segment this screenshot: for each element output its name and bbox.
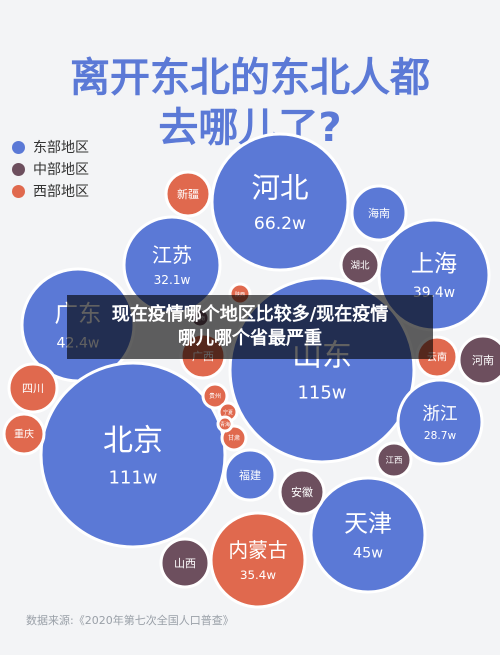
bubble-circle-15	[7, 362, 59, 414]
bubble-circle-24	[216, 415, 234, 433]
bubble-name-0: 河北	[251, 171, 308, 205]
overlay-line2: 哪儿哪个省最严重	[178, 328, 322, 349]
bubble-11: 新疆	[164, 170, 212, 218]
bubble-name-5: 北京	[103, 424, 163, 459]
bubble-name-10: 福建	[239, 468, 261, 482]
bubble-19: 安徽	[278, 468, 326, 516]
bubble-8: 内蒙古 35.4w	[209, 511, 307, 609]
bubble-value-7: 45w	[353, 546, 383, 562]
bubble-value-4: 115w	[297, 383, 346, 404]
bubble-0: 河北 66.2w	[210, 132, 350, 272]
bubble-18: 江西	[375, 441, 413, 479]
bubble-circle-9	[350, 184, 408, 242]
bubble-value-1: 32.1w	[154, 273, 191, 287]
bubble-name-13: 河南	[472, 354, 494, 367]
bubble-circle-13	[457, 334, 500, 386]
legend-item-central: 中部地区	[12, 158, 89, 180]
bubble-name-23: 甘肃	[228, 434, 240, 442]
bubble-name-24: 青海	[220, 421, 230, 428]
bubble-circle-21	[201, 382, 229, 410]
bubble-15: 四川	[7, 362, 59, 414]
bubble-circle-16	[2, 412, 46, 456]
bubble-name-6: 浙江	[422, 403, 457, 424]
bubble-name-1: 江苏	[152, 243, 192, 267]
bubble-circle-7	[309, 476, 427, 594]
bubble-6: 浙江 28.7w	[396, 378, 484, 466]
bubble-circle-11	[164, 170, 212, 218]
bubble-name-12: 湖北	[350, 260, 370, 271]
bubble-circle-10	[223, 448, 277, 502]
bubble-name-20: 山西	[174, 557, 196, 570]
legend-label-central: 中部地区	[33, 162, 89, 178]
bubble-7: 天津 45w	[309, 476, 427, 594]
bubble-name-3: 上海	[411, 252, 457, 278]
bubble-name-9: 海南	[368, 206, 390, 220]
legend-swatch-east	[12, 140, 25, 154]
bubble-circle-8	[209, 511, 307, 609]
legend-swatch-central	[12, 162, 25, 176]
bubble-5: 北京 111w	[39, 361, 227, 549]
bubble-name-16: 重庆	[14, 428, 34, 441]
overlay-line1: 现在疫情哪个地区比较多/现在疫情	[111, 304, 389, 325]
bubble-16: 重庆	[2, 412, 46, 456]
data-source: 数据来源:《2020年第七次全国人口普查》	[26, 614, 234, 627]
bubble-21: 贵州	[201, 382, 229, 410]
legend-label-east: 东部地区	[33, 140, 89, 156]
chart-title-line1: 离开东北的东北人都	[70, 55, 430, 101]
legend-item-east: 东部地区	[12, 136, 89, 158]
bubble-name-19: 安徽	[291, 485, 313, 499]
legend: 东部地区 中部地区 西部地区	[12, 136, 89, 202]
bubble-value-0: 66.2w	[254, 214, 306, 234]
bubble-name-8: 内蒙古	[228, 539, 287, 562]
bubble-9: 海南	[350, 184, 408, 242]
legend-swatch-west	[12, 184, 25, 198]
legend-label-west: 西部地区	[33, 184, 89, 200]
bubble-circle-6	[396, 378, 484, 466]
bubble-circle-18	[375, 441, 413, 479]
bubble-name-11: 新疆	[177, 187, 199, 201]
bubble-value-6: 28.7w	[424, 430, 457, 442]
bubble-13: 河南	[457, 334, 500, 386]
bubble-24: 青海	[216, 415, 234, 433]
bubble-value-5: 111w	[108, 468, 157, 489]
bubble-name-18: 江西	[385, 456, 402, 466]
caption-overlay: 现在疫情哪个地区比较多/现在疫情 哪儿哪个省最严重	[67, 295, 433, 359]
bubble-1: 江苏 32.1w	[122, 215, 222, 315]
bubble-circle-23	[220, 424, 248, 452]
bubble-12: 湖北	[339, 244, 381, 286]
bubble-name-7: 天津	[344, 509, 392, 537]
bubble-name-21: 贵州	[209, 392, 221, 400]
bubble-23: 甘肃	[220, 424, 248, 452]
legend-item-west: 西部地区	[12, 180, 89, 202]
bubble-circle-20	[159, 537, 211, 589]
bubble-circle-12	[339, 244, 381, 286]
bubble-name-22: 宁夏	[223, 409, 233, 416]
bubble-circle-0	[210, 132, 350, 272]
bubble-name-15: 四川	[22, 382, 44, 395]
bubble-circle-19	[278, 468, 326, 516]
bubble-value-8: 35.4w	[240, 568, 276, 582]
bubble-20: 山西	[159, 537, 211, 589]
bubble-10: 福建	[223, 448, 277, 502]
bubble-circle-5	[39, 361, 227, 549]
bubble-name-26: 陕西	[235, 291, 245, 298]
